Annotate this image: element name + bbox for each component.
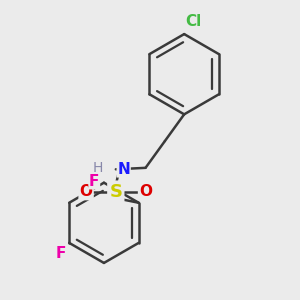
Text: F: F (89, 174, 100, 189)
Text: F: F (56, 246, 66, 261)
Text: H: H (93, 161, 103, 175)
Text: S: S (109, 183, 122, 201)
Text: O: O (139, 184, 152, 199)
Text: Cl: Cl (186, 14, 202, 29)
Text: N: N (117, 162, 130, 177)
Text: O: O (80, 184, 93, 199)
